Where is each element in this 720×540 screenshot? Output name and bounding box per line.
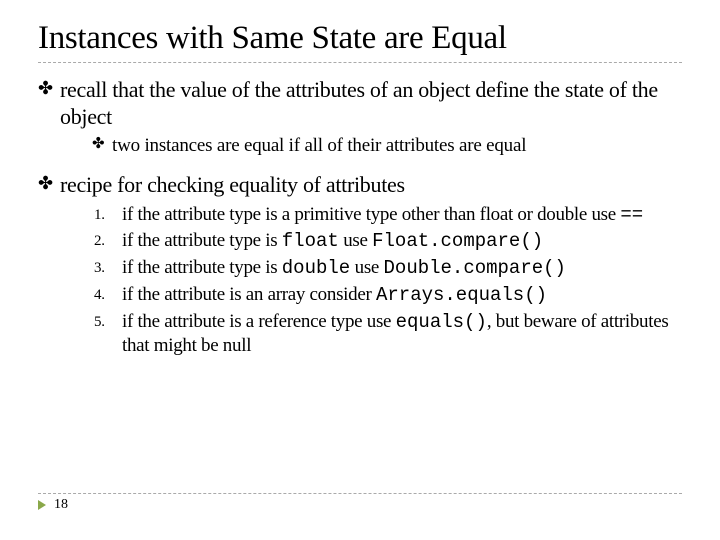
num-marker: 3.	[94, 256, 122, 280]
num-text: if the attribute is an array consider Ar…	[122, 283, 682, 308]
sub-list: ✤ two instances are equal if all of thei…	[60, 135, 682, 158]
sub-text: two instances are equal if all of their …	[112, 135, 682, 158]
sub-item: ✤ two instances are equal if all of thei…	[92, 135, 682, 158]
footer-divider	[38, 493, 682, 494]
footer: 18	[38, 493, 682, 512]
code-text: float	[282, 230, 339, 252]
num-text: if the attribute type is float use Float…	[122, 229, 682, 254]
page-number: 18	[54, 498, 68, 512]
num-text: if the attribute type is a primitive typ…	[122, 203, 682, 228]
bullet-text: recall that the value of the attributes …	[60, 77, 658, 129]
numbered-item: 4. if the attribute is an array consider…	[94, 283, 682, 308]
bullet-item: ✤ recipe for checking equality of attrib…	[38, 172, 682, 360]
code-text: Double.compare()	[384, 257, 566, 279]
numbered-item: 3. if the attribute type is double use D…	[94, 256, 682, 281]
numbered-list: 1. if the attribute type is a primitive …	[60, 203, 682, 359]
bullet-list: ✤ recall that the value of the attribute…	[38, 77, 682, 360]
bullet-text: recipe for checking equality of attribut…	[60, 172, 405, 197]
code-text: Float.compare()	[372, 230, 543, 252]
bullet-glyph-icon: ✤	[38, 172, 60, 195]
code-text: ==	[620, 204, 643, 226]
num-marker: 2.	[94, 229, 122, 253]
bullet-glyph-icon: ✤	[38, 77, 60, 100]
num-text: if the attribute is a reference type use…	[122, 310, 682, 359]
bullet-item: ✤ recall that the value of the attribute…	[38, 77, 682, 165]
footer-row: 18	[38, 498, 682, 512]
bullet-glyph-icon: ✤	[92, 135, 112, 155]
numbered-item: 1. if the attribute type is a primitive …	[94, 203, 682, 228]
numbered-item: 2. if the attribute type is float use Fl…	[94, 229, 682, 254]
num-marker: 1.	[94, 203, 122, 227]
triangle-icon	[38, 500, 46, 510]
code-text: Arrays.equals()	[376, 284, 547, 306]
num-marker: 5.	[94, 310, 122, 334]
code-text: double	[282, 257, 350, 279]
numbered-item: 5. if the attribute is a reference type …	[94, 310, 682, 359]
num-marker: 4.	[94, 283, 122, 307]
title-divider	[38, 62, 682, 63]
code-text: equals()	[396, 311, 487, 333]
num-text: if the attribute type is double use Doub…	[122, 256, 682, 281]
slide: Instances with Same State are Equal ✤ re…	[0, 0, 720, 540]
page-title: Instances with Same State are Equal	[38, 20, 682, 56]
